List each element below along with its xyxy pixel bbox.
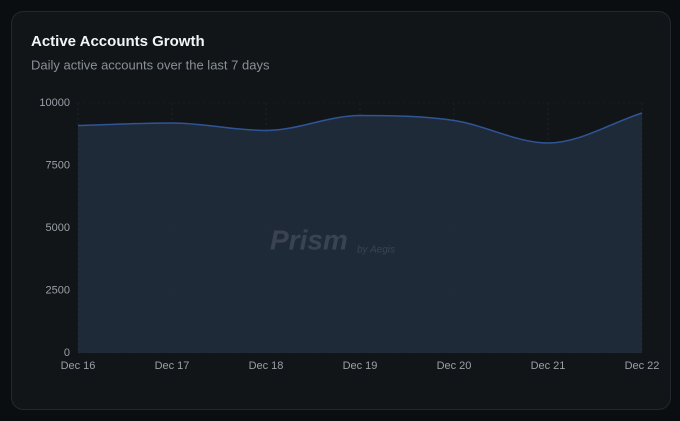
area-fill [78,113,642,353]
chart-title: Active Accounts Growth [31,33,205,50]
watermark-by: by Aegis [357,245,395,256]
y-tick-label: 0 [64,347,70,359]
chart-subtitle: Daily active accounts over the last 7 da… [31,57,270,72]
x-tick-label: Dec 19 [343,360,378,372]
x-tick-label: Dec 21 [531,360,566,372]
watermark: Prism [270,224,348,255]
area-line [77,112,643,144]
x-tick-label: Dec 22 [625,360,660,372]
x-tick-label: Dec 17 [155,360,190,372]
x-tick-label: Dec 20 [437,360,472,372]
x-tick-label: Dec 18 [249,360,284,372]
y-tick-label: 7500 [46,159,70,171]
y-tick-label: 2500 [46,284,70,296]
y-tick-label: 5000 [46,222,70,234]
y-tick-label: 10000 [39,97,70,109]
x-tick-label: Dec 16 [61,360,96,372]
